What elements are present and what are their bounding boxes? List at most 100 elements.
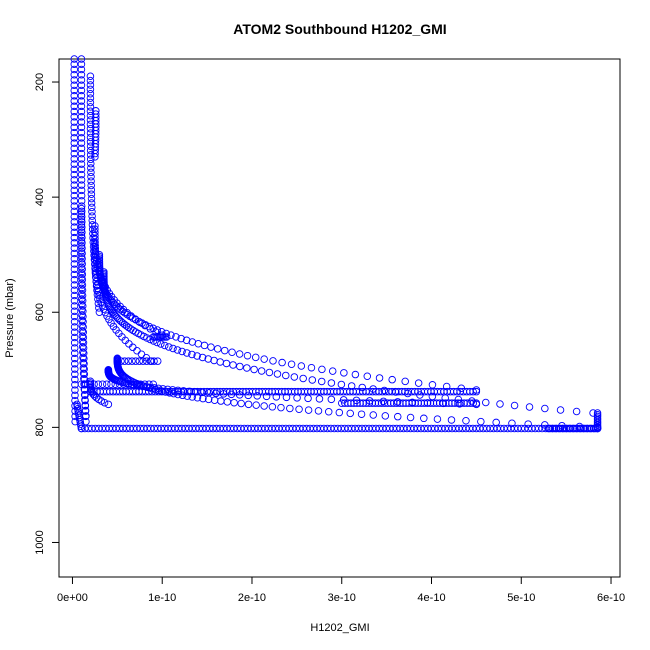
data-point (462, 417, 470, 425)
data-point (411, 399, 419, 407)
data-point (70, 223, 79, 231)
data-point (70, 354, 79, 363)
data-point (79, 353, 87, 362)
data-point (87, 186, 96, 194)
data-point (496, 400, 504, 408)
data-point (77, 181, 86, 189)
x-axis: 0e+00 1e-10 2e-10 3e-10 4e-10 5e-10 6e-10 (57, 576, 625, 604)
data-point (77, 118, 86, 126)
data-point (70, 244, 79, 252)
data-point (469, 399, 478, 407)
data-point (194, 339, 203, 348)
data-point (70, 265, 79, 273)
data-point (510, 401, 519, 410)
data-point (251, 353, 260, 362)
data-point (368, 399, 377, 407)
data-point (70, 318, 79, 326)
data-point (262, 392, 271, 401)
data-point (70, 97, 79, 105)
data-point (70, 191, 79, 200)
data-point (78, 316, 86, 324)
data-point (572, 407, 581, 416)
data-point (337, 380, 346, 389)
data-point (182, 336, 191, 345)
data-point (71, 391, 79, 400)
data-point (70, 155, 79, 163)
data-point (448, 399, 456, 407)
data-point (86, 124, 95, 133)
y-tick-label: 600 (34, 303, 46, 321)
data-point (77, 289, 86, 298)
data-point (81, 380, 90, 388)
data-point (78, 296, 87, 305)
data-point (77, 113, 86, 121)
data-point (350, 399, 358, 407)
plot-frame (58, 58, 621, 578)
data-point (351, 370, 360, 379)
data-point (477, 417, 485, 426)
chart-title: ATOM2 Southbound H1202_GMI (233, 21, 446, 37)
data-point (107, 380, 115, 388)
x-tick-label: 4e-10 (417, 592, 445, 604)
data-point (469, 387, 477, 396)
data-point (87, 164, 95, 172)
y-axis-title: Pressure (mbar) (4, 278, 16, 357)
data-point (77, 242, 86, 250)
data-point (220, 346, 229, 355)
data-point (71, 370, 79, 379)
data-point (77, 247, 86, 255)
data-point (77, 60, 86, 69)
data-point (70, 181, 79, 189)
data-point (243, 351, 252, 360)
data-point (347, 399, 355, 407)
data-point (435, 399, 444, 407)
data-point (193, 352, 201, 360)
data-point (70, 207, 79, 216)
data-point (88, 207, 96, 216)
data-point (432, 399, 441, 407)
data-point (369, 411, 377, 419)
data-point (78, 337, 87, 346)
data-point (70, 102, 79, 111)
data-point (393, 398, 402, 406)
data-point (71, 375, 79, 384)
x-tick-label: 3e-10 (328, 592, 356, 604)
data-point (210, 396, 219, 404)
data-point (70, 170, 79, 179)
data-point (172, 333, 180, 341)
y-axis: 200 400 600 800 1000 (34, 73, 60, 555)
data-point (77, 160, 86, 168)
data-point (308, 376, 317, 384)
data-point (104, 400, 113, 409)
data-point (183, 349, 191, 357)
data-point (223, 398, 232, 406)
data-points (70, 55, 602, 433)
data-point (77, 155, 86, 163)
data-point (77, 191, 86, 200)
data-point (269, 357, 277, 365)
data-point (70, 339, 79, 347)
data-point (328, 367, 337, 375)
data-point (428, 381, 437, 389)
data-point (381, 412, 390, 420)
data-point (77, 236, 86, 245)
data-point (77, 279, 86, 287)
data-point (299, 374, 307, 383)
data-point (79, 369, 88, 378)
data-point (70, 254, 79, 263)
data-point (70, 281, 79, 289)
data-point (88, 212, 96, 220)
data-point (77, 144, 86, 153)
data-point (139, 357, 147, 365)
data-point (77, 220, 86, 229)
y-tick-label: 200 (34, 73, 46, 91)
x-tick-label: 1e-10 (148, 592, 176, 604)
data-point (145, 322, 154, 331)
data-point (216, 358, 224, 366)
data-point (188, 350, 196, 359)
y-tick-label: 400 (34, 188, 46, 206)
data-point (87, 177, 95, 185)
data-point (87, 199, 96, 207)
data-point (77, 165, 86, 174)
data-point (70, 134, 79, 142)
